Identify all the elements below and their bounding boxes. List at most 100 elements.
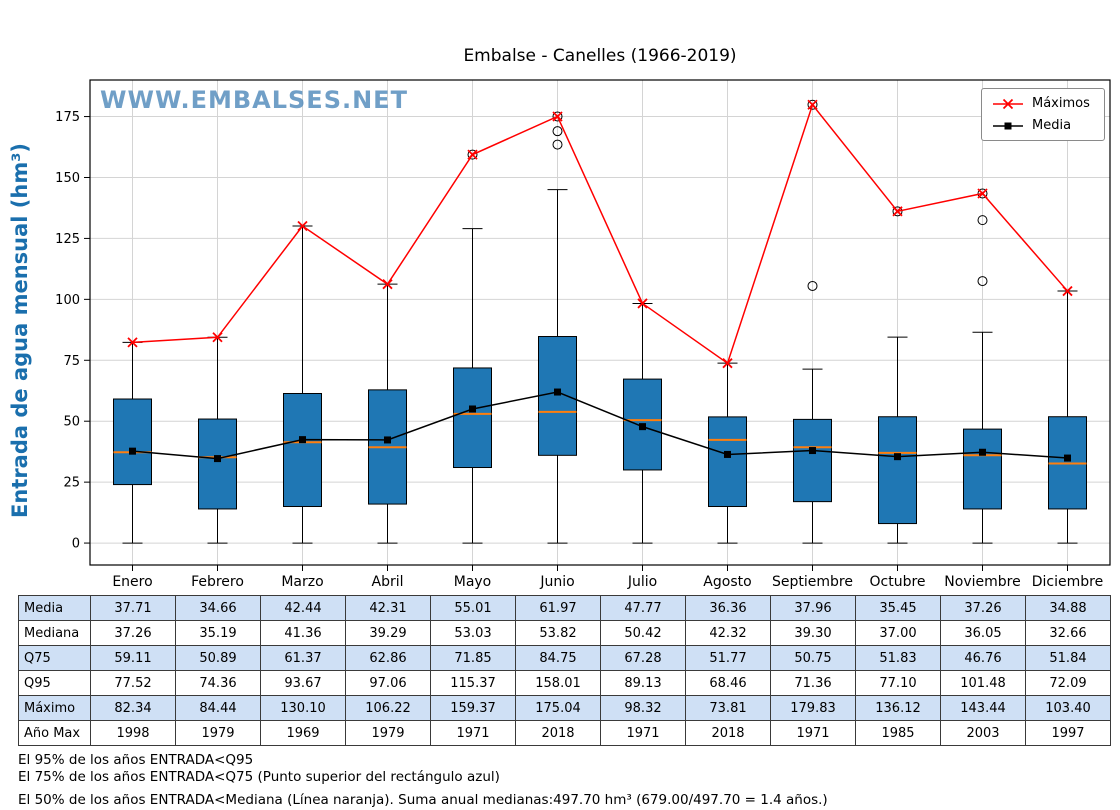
box	[453, 367, 492, 469]
table-cell: 1985	[855, 720, 941, 746]
chart-title: Embalse - Canelles (1966-2019)	[463, 46, 737, 66]
table-cell: 61.97	[515, 595, 601, 621]
table-cell: 103.40	[1025, 695, 1111, 721]
media-square-marker	[299, 436, 306, 444]
table-cell: 97.06	[345, 670, 431, 696]
media-square-marker	[1064, 454, 1071, 462]
legend-label-media: Media	[1032, 118, 1072, 133]
outlier-marker	[977, 215, 988, 226]
x-tick-label: Febrero	[191, 574, 244, 590]
table-cell: 50.42	[600, 620, 686, 646]
table-cell: 1998	[90, 720, 176, 746]
row-label: Q95	[18, 670, 91, 696]
table-cell: 136.12	[855, 695, 941, 721]
table-cell: 143.44	[940, 695, 1026, 721]
x-tick-label: Octubre	[869, 574, 925, 590]
maximos-x-marker	[467, 149, 478, 160]
x-tick-label: Mayo	[454, 574, 492, 590]
media-square-marker	[554, 388, 561, 396]
table-cell: 98.32	[600, 695, 686, 721]
outlier-marker	[552, 126, 563, 137]
y-tick-label: 125	[55, 232, 80, 247]
table-cell: 1971	[600, 720, 686, 746]
table-cell: 175.04	[515, 695, 601, 721]
y-tick-label: 175	[55, 110, 80, 125]
table-cell: 77.10	[855, 670, 941, 696]
media-square-marker	[809, 447, 816, 455]
table-cell: 115.37	[430, 670, 516, 696]
table-cell: 59.11	[90, 645, 176, 671]
box	[708, 416, 747, 508]
outlier-marker	[467, 149, 478, 160]
table-cell: 37.26	[940, 595, 1026, 621]
maximos-x-marker	[637, 298, 648, 309]
box	[878, 416, 917, 525]
footnote-mediana: El 50% de los años ENTRADA<Mediana (Líne…	[18, 792, 828, 808]
table-cell: 51.83	[855, 645, 941, 671]
table-cell: 61.37	[260, 645, 346, 671]
table-cell: 37.00	[855, 620, 941, 646]
media-square-marker	[979, 448, 986, 456]
table-cell: 35.45	[855, 595, 941, 621]
table-cell: 93.67	[260, 670, 346, 696]
table-cell: 89.13	[600, 670, 686, 696]
table-cell: 82.34	[90, 695, 176, 721]
table-row: Mediana 37.26 35.19 41.36 39.29 53.03 53.82 50.…	[18, 620, 1111, 646]
table-cell: 36.36	[685, 595, 771, 621]
legend: Máximos Media	[981, 88, 1105, 141]
table-row: Media 37.71 34.66 42.44 42.31 55.01 61.97 47.77…	[18, 595, 1111, 621]
x-tick-label: Noviembre	[944, 574, 1020, 590]
media-square-marker	[639, 423, 646, 431]
table-cell: 35.19	[175, 620, 261, 646]
maximos-x-marker	[212, 332, 223, 343]
table-cell: 84.44	[175, 695, 261, 721]
table-cell: 36.05	[940, 620, 1026, 646]
table-cell: 42.44	[260, 595, 346, 621]
media-square-marker	[894, 453, 901, 461]
media-square-marker	[384, 436, 391, 444]
table-cell: 39.30	[770, 620, 856, 646]
row-label: Año Max	[18, 720, 91, 746]
box	[198, 418, 237, 510]
table-cell: 51.84	[1025, 645, 1111, 671]
footnotes: El 95% de los años ENTRADA<Q95 El 75% de…	[18, 752, 828, 809]
legend-label-maximos: Máximos	[1032, 96, 1090, 111]
outlier-marker	[552, 139, 563, 150]
outlier-marker	[552, 111, 563, 122]
maximos-x-marker	[297, 220, 308, 232]
table-cell: 71.85	[430, 645, 516, 671]
y-tick-label: 50	[63, 415, 80, 430]
table-cell: 73.81	[685, 695, 771, 721]
table-cell: 77.52	[90, 670, 176, 696]
table-cell: 130.10	[260, 695, 346, 721]
table-cell: 42.31	[345, 595, 431, 621]
table-cell: 1979	[175, 720, 261, 746]
table-row: Q95 77.52 74.36 93.67 97.06 115.37 158.01 89.13…	[18, 670, 1111, 696]
monthly-stats-table: Media 37.71 34.66 42.44 42.31 55.01 61.97 47.77…	[18, 595, 1111, 746]
y-tick-label: 75	[63, 354, 80, 369]
outlier-marker	[977, 276, 988, 287]
row-label: Media	[18, 595, 91, 621]
watermark-text: WWW.EMBALSES.NET	[100, 86, 408, 114]
table-cell: 101.48	[940, 670, 1026, 696]
media-square-marker	[724, 450, 731, 458]
maximos-x-marker	[892, 206, 903, 217]
table-row: Año Max 1998 1979 1969 1979 1971 2018 1971 2018 1…	[18, 720, 1111, 746]
box	[283, 392, 322, 508]
table-cell: 159.37	[430, 695, 516, 721]
table-cell: 158.01	[515, 670, 601, 696]
footnote-q95: El 95% de los años ENTRADA<Q95	[18, 752, 254, 768]
row-label: Máximo	[18, 695, 91, 721]
table-cell: 42.32	[685, 620, 771, 646]
footnote-q75: El 75% de los años ENTRADA<Q75 (Punto su…	[18, 769, 500, 785]
maximos-x-marker	[1062, 285, 1073, 297]
table-cell: 1979	[345, 720, 431, 746]
outlier-marker	[892, 206, 903, 217]
media-line	[132, 391, 1068, 460]
legend-entry-media: Media	[991, 118, 1095, 133]
x-tick-label: Agosto	[703, 574, 751, 590]
x-tick-label: Septiembre	[772, 574, 853, 590]
table-cell: 2003	[940, 720, 1026, 746]
outlier-marker	[807, 280, 818, 291]
maximos-x-marker	[722, 358, 733, 369]
